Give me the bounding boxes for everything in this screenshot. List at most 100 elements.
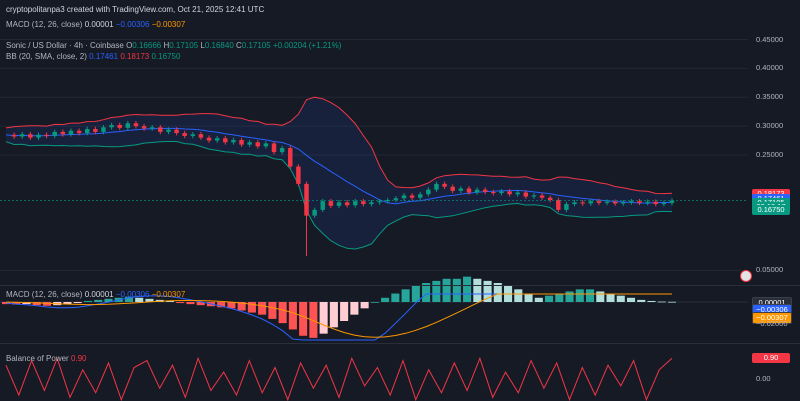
- candle: [426, 189, 431, 195]
- macd-hist-bar: [329, 302, 338, 328]
- candle: [93, 129, 98, 132]
- macd-top-v2: −0.00306: [115, 20, 150, 29]
- macd-hist-bar: [165, 300, 174, 302]
- macd-hist-bar: [596, 291, 605, 302]
- macd-v2: −0.00306: [115, 290, 150, 299]
- macd-hist-bar: [381, 297, 390, 302]
- candle: [20, 134, 25, 137]
- candle: [637, 201, 642, 203]
- bb-legend[interactable]: BB (20, SMA, close, 2) 0.17461 0.18173 0…: [6, 52, 180, 61]
- chart-credit: cryptopolitanpa3 created with TradingVie…: [6, 5, 265, 14]
- candle: [580, 202, 585, 204]
- macd-hist-bar: [268, 302, 277, 319]
- candle: [11, 134, 17, 137]
- candle: [320, 201, 325, 210]
- bop-legend[interactable]: Balance of Power 0.90: [6, 354, 87, 363]
- candle: [596, 201, 602, 203]
- macd-hist-bar: [258, 302, 267, 315]
- macd-v3: −0.00307: [151, 290, 186, 299]
- candle: [288, 148, 293, 167]
- candle: [539, 195, 545, 198]
- candle: [361, 201, 366, 205]
- candle: [206, 137, 212, 141]
- candle: [442, 183, 447, 187]
- alert-icon[interactable]: [740, 270, 752, 282]
- candle: [450, 186, 455, 191]
- macd-hist-bar: [545, 295, 554, 302]
- macd-hist-bar: [370, 302, 379, 303]
- bb-basis-line: [5, 127, 673, 205]
- ohlc-low: 0.16840: [204, 41, 234, 50]
- candle: [223, 138, 228, 143]
- bop-line: [5, 356, 673, 401]
- macd-hist-bar: [104, 298, 113, 302]
- candle: [612, 201, 618, 204]
- macd-hist-bar: [483, 280, 492, 302]
- macd-hist-bar: [606, 293, 615, 302]
- macd-hist-bar: [94, 299, 103, 302]
- macd-hist-bar: [616, 295, 625, 302]
- candle: [377, 201, 382, 203]
- pane-separator[interactable]: [0, 285, 800, 286]
- macd-hist-bar: [411, 285, 420, 302]
- ohlc-high: 0.17105: [169, 41, 199, 50]
- candle: [52, 131, 57, 136]
- macd-hist-bar: [186, 302, 195, 305]
- candle: [247, 142, 252, 145]
- candle: [491, 191, 496, 194]
- candle: [198, 134, 204, 138]
- ohlc-l-key: L: [200, 41, 205, 50]
- macd-label: MACD (12, 26, close): [6, 290, 83, 299]
- candle: [507, 191, 512, 195]
- candle: [133, 123, 139, 127]
- bop-tick-label: 0.00: [756, 374, 771, 383]
- macd-top-v3: −0.00307: [151, 20, 186, 29]
- price-tag: 0.16750: [752, 205, 790, 216]
- candle: [141, 126, 147, 129]
- macd-hist-bar: [401, 289, 410, 302]
- candle: [336, 202, 342, 206]
- macd-hist-bar: [647, 300, 656, 302]
- bb-upper-line: [5, 96, 673, 195]
- symbol-legend[interactable]: Sonic / US Dollar · 4h · Coinbase O0.166…: [6, 41, 341, 50]
- candle: [255, 142, 261, 147]
- signal-line: [5, 293, 672, 338]
- macd-hist-bar: [524, 293, 533, 302]
- macd-hist-bar: [217, 302, 226, 308]
- bop-label: Balance of Power: [6, 354, 69, 363]
- candle: [279, 148, 285, 153]
- candle: [271, 143, 277, 153]
- candle: [653, 201, 658, 205]
- macd-v1: 0.00001: [84, 290, 114, 299]
- macd-hist-bar: [555, 293, 564, 302]
- macd-hist-bar: [463, 276, 472, 302]
- candle: [158, 127, 163, 132]
- candle: [117, 124, 122, 128]
- macd-hist-bar: [657, 301, 666, 303]
- bb-lower-line: [5, 141, 673, 250]
- macd-hist-bar: [83, 300, 93, 302]
- macd-hist-bar: [176, 302, 185, 304]
- pane-separator[interactable]: [0, 343, 800, 344]
- macd-hist-bar: [145, 298, 154, 302]
- candle: [572, 202, 577, 205]
- bb-label: BB (20, SMA, close, 2): [6, 52, 87, 61]
- bb-upper: 0.18173: [120, 52, 150, 61]
- candle: [385, 200, 390, 202]
- bb-basis: 0.17461: [89, 52, 119, 61]
- candle: [28, 134, 33, 138]
- candle: [125, 123, 131, 128]
- candle: [409, 195, 415, 198]
- macd-hist-bar: [124, 296, 133, 302]
- macd-hist-bar: [360, 302, 369, 309]
- macd-legend[interactable]: MACD (12, 26, close) 0.00001 −0.00306 −0…: [6, 290, 185, 299]
- candle: [328, 201, 334, 206]
- candle: [263, 143, 269, 147]
- candle: [101, 127, 106, 132]
- macd-hist-bar: [626, 297, 636, 302]
- candle: [36, 134, 41, 138]
- candle: [458, 188, 464, 191]
- candle: [588, 201, 594, 204]
- macd-hist-bar: [350, 302, 359, 315]
